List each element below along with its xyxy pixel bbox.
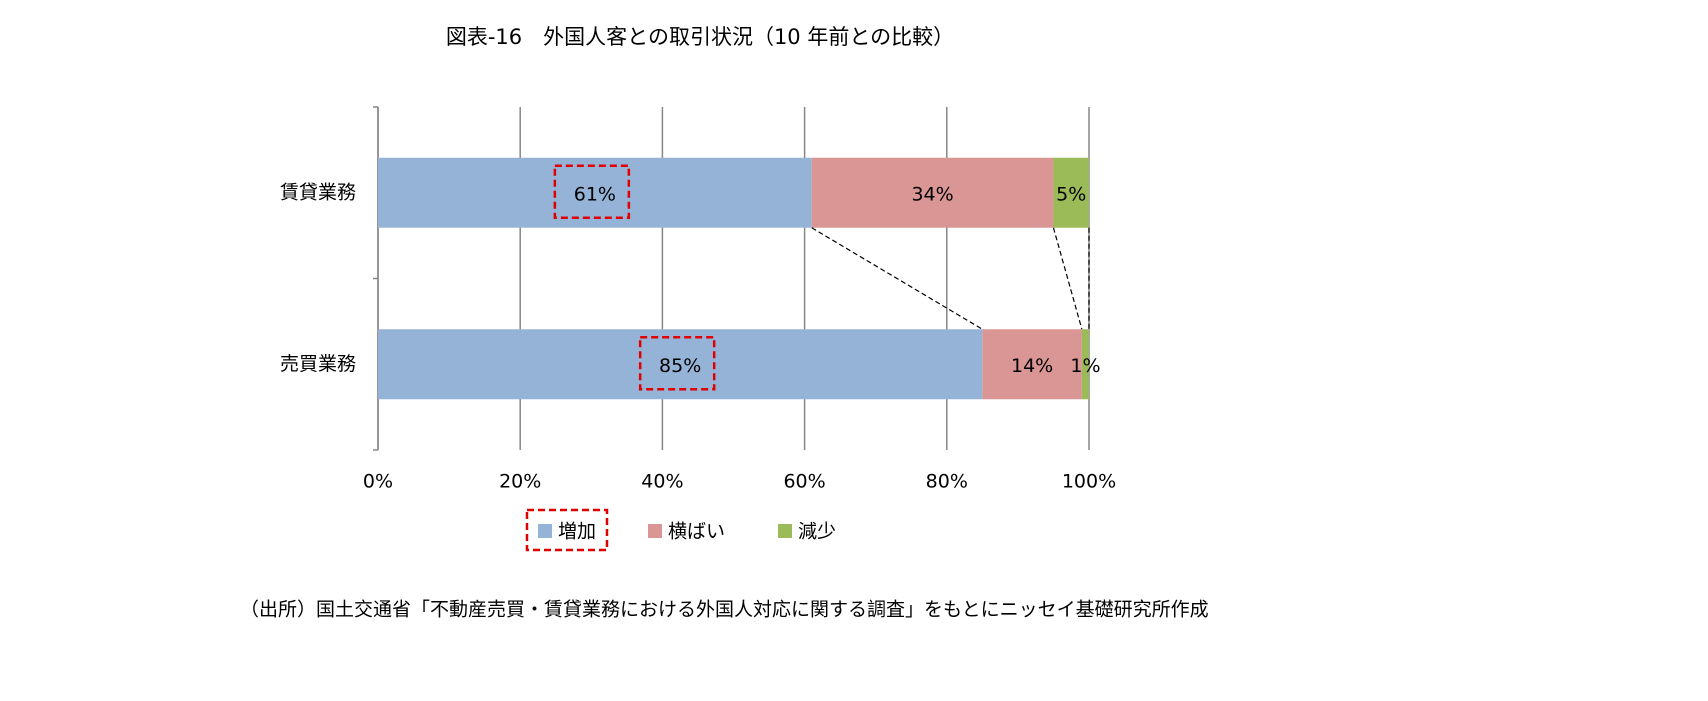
legend-swatch xyxy=(778,524,792,538)
legend-label: 増加 xyxy=(558,521,596,543)
bar xyxy=(378,157,812,228)
x-tick-label: 60% xyxy=(783,471,825,493)
data-label: 34% xyxy=(911,183,953,205)
x-tick-label: 0% xyxy=(363,471,393,493)
legend-swatch xyxy=(538,524,552,538)
series-line xyxy=(811,227,983,330)
series-line xyxy=(1052,227,1083,330)
x-tick-label: 100% xyxy=(1062,471,1116,493)
bar xyxy=(982,329,1082,400)
legend-label: 横ばい xyxy=(668,521,725,543)
bar xyxy=(1081,329,1089,400)
legend-swatch xyxy=(648,524,662,538)
data-label: 14% xyxy=(1011,355,1053,377)
x-tick-label: 20% xyxy=(499,471,541,493)
data-label: 85% xyxy=(659,355,701,377)
y-tick-label: 賃貸業務 xyxy=(280,181,356,203)
data-label: 61% xyxy=(574,183,616,205)
x-tick-label: 40% xyxy=(641,471,683,493)
y-tick-label: 売買業務 xyxy=(280,353,356,375)
bar xyxy=(811,157,1054,228)
data-label: 5% xyxy=(1056,183,1086,205)
data-label: 1% xyxy=(1070,355,1100,377)
bar xyxy=(1053,157,1089,228)
legend-label: 減少 xyxy=(798,521,836,543)
highlight-box xyxy=(553,164,631,219)
source-note: （出所）国土交通省「不動産売買・賃貸業務における外国人対応に関する調査」をもとに… xyxy=(240,599,1209,621)
highlight-box xyxy=(638,336,716,391)
bar xyxy=(378,329,983,400)
x-tick-label: 80% xyxy=(926,471,968,493)
highlight-box xyxy=(525,508,609,552)
chart-title: 図表-16 外国人客との取引状況（10 年前との比較） xyxy=(446,25,954,49)
